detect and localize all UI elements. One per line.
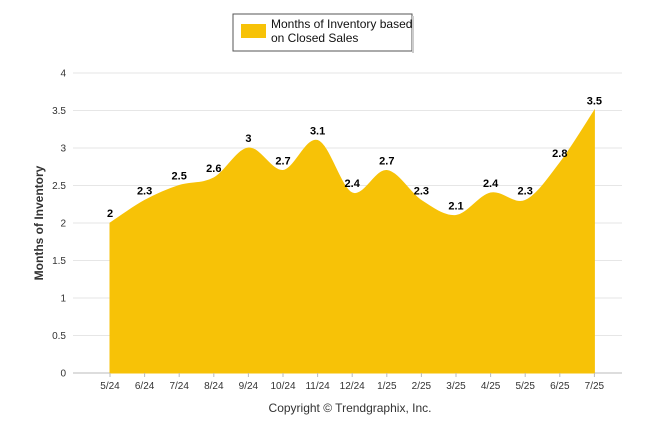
x-tick-label: 11/24 <box>305 381 330 392</box>
data-label: 2.3 <box>414 186 429 198</box>
data-label: 2 <box>107 208 113 220</box>
x-tick-label: 1/25 <box>377 381 397 392</box>
x-tick-label: 5/25 <box>515 381 535 392</box>
y-tick-label: 0.5 <box>52 331 66 342</box>
y-tick-label: 1.5 <box>52 256 66 267</box>
x-tick-label: 12/24 <box>340 381 365 392</box>
series-area-fill <box>109 108 595 374</box>
data-label: 3.1 <box>310 126 325 138</box>
data-label: 3 <box>245 133 251 145</box>
x-tick-label: 7/24 <box>169 381 189 392</box>
y-axis-label: Months of Inventory <box>32 165 46 280</box>
legend-shadow <box>412 16 414 53</box>
x-tick-label: 10/24 <box>270 381 295 392</box>
data-label: 2.7 <box>275 156 290 168</box>
legend-label-line-1: Months of Inventory based <box>271 17 412 31</box>
y-axis-ticks: 0 0.5 1 1.5 2 2.5 3 3.5 4 <box>52 69 66 380</box>
legend-label-line-2: on Closed Sales <box>271 31 358 45</box>
y-tick-label: 2 <box>60 219 66 230</box>
x-tick-label: 3/25 <box>446 381 466 392</box>
x-axis-ticks: 5/24 6/24 7/24 8/24 9/24 10/24 11/24 12/24 1/25 2… <box>100 373 605 392</box>
y-tick-label: 3 <box>60 144 66 155</box>
data-label: 2.5 <box>172 171 187 183</box>
x-tick-label: 8/24 <box>204 381 224 392</box>
legend-swatch <box>241 24 266 38</box>
data-label: 2.4 <box>345 178 361 190</box>
data-label: 2.7 <box>379 156 394 168</box>
x-tick-label: 9/24 <box>239 381 259 392</box>
data-label: 2.4 <box>483 178 499 190</box>
x-tick-label: 2/25 <box>412 381 432 392</box>
y-tick-label: 0 <box>60 369 66 380</box>
y-tick-label: 1 <box>60 294 66 305</box>
x-tick-label: 4/25 <box>481 381 501 392</box>
y-tick-label: 3.5 <box>52 106 66 117</box>
x-tick-label: 6/24 <box>135 381 155 392</box>
series-area <box>109 108 595 374</box>
x-tick-label: 5/24 <box>100 381 120 392</box>
data-label: 3.5 <box>587 96 602 108</box>
data-label: 2.8 <box>552 148 567 160</box>
data-label: 2.3 <box>518 186 533 198</box>
data-label: 2.6 <box>206 163 221 175</box>
legend: Months of Inventory based on Closed Sale… <box>232 13 414 53</box>
x-tick-label: 7/25 <box>585 381 605 392</box>
x-tick-label: 6/25 <box>550 381 570 392</box>
data-label: 2.1 <box>448 201 463 213</box>
data-label: 2.3 <box>137 186 152 198</box>
copyright-credit: Copyright © Trendgraphix, Inc. <box>269 401 432 415</box>
y-tick-label: 2.5 <box>52 181 66 192</box>
data-labels: 2 2.3 2.5 2.6 3 2.7 3.1 2.4 2.7 2.3 2.1 2.4 2.3 2.8 3.… <box>107 96 602 221</box>
y-tick-label: 4 <box>60 69 66 80</box>
